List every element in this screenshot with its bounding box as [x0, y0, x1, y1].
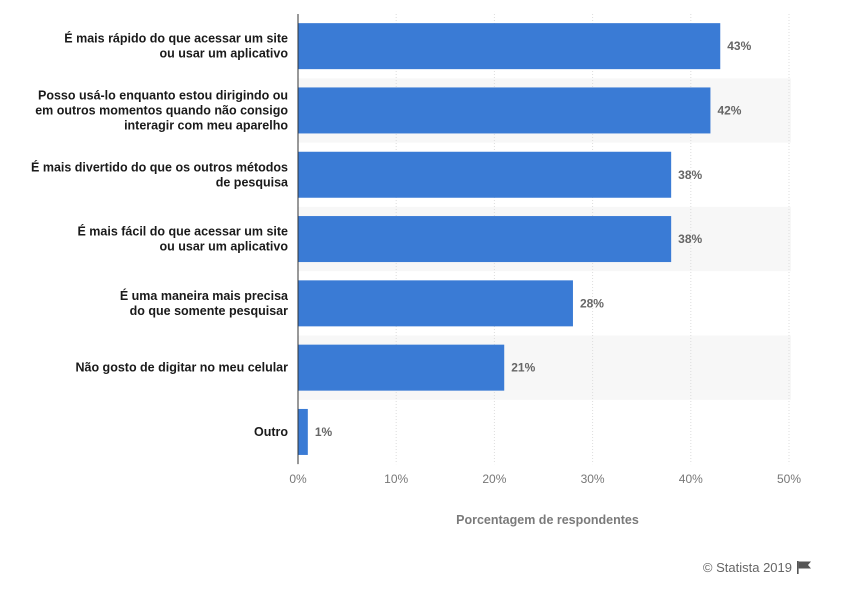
value-label: 38%	[678, 168, 702, 182]
value-labels: 43% 42% 38% 38% 28% 21% 1%	[315, 39, 752, 439]
x-tick-label: 30%	[581, 472, 605, 486]
category-labels: É mais rápido do que acessar um site ou u…	[31, 31, 289, 439]
bar[interactable]	[298, 87, 711, 134]
bar[interactable]	[298, 151, 672, 198]
category-label: É mais fácil do que acessar um site ou us…	[77, 224, 288, 254]
category-label: Outro	[254, 425, 288, 439]
x-tick-label: 10%	[384, 472, 408, 486]
x-tick-label: 20%	[482, 472, 506, 486]
x-tick-label: 40%	[679, 472, 703, 486]
category-label: É mais rápido do que acessar um site ou u…	[64, 31, 288, 61]
bar[interactable]	[298, 23, 721, 70]
value-label: 43%	[727, 39, 751, 53]
value-label: 42%	[717, 103, 741, 117]
x-tick-label: 50%	[777, 472, 801, 486]
category-label: É mais divertido do que os outros método…	[31, 159, 289, 189]
flag-icon[interactable]	[797, 561, 811, 574]
bar[interactable]	[298, 408, 308, 455]
category-label: É uma maneira mais precisa do que somente…	[120, 288, 289, 318]
x-tick-label: 0%	[289, 472, 307, 486]
x-axis-title: Porcentagem de respondentes	[456, 513, 639, 527]
value-label: 21%	[511, 361, 535, 375]
credit-text: © Statista 2019	[703, 560, 792, 575]
value-label: 38%	[678, 232, 702, 246]
bar[interactable]	[298, 280, 573, 327]
category-label: Não gosto de digitar no meu celular	[75, 361, 288, 375]
category-label: Posso usá-lo enquanto estou dirigindo ou…	[35, 88, 288, 132]
bars-group	[298, 23, 721, 455]
value-label: 1%	[315, 425, 333, 439]
value-label: 28%	[580, 296, 604, 310]
bar[interactable]	[298, 216, 672, 263]
bar[interactable]	[298, 344, 505, 391]
x-tick-labels: 0% 10% 20% 30% 40% 50%	[289, 472, 801, 486]
